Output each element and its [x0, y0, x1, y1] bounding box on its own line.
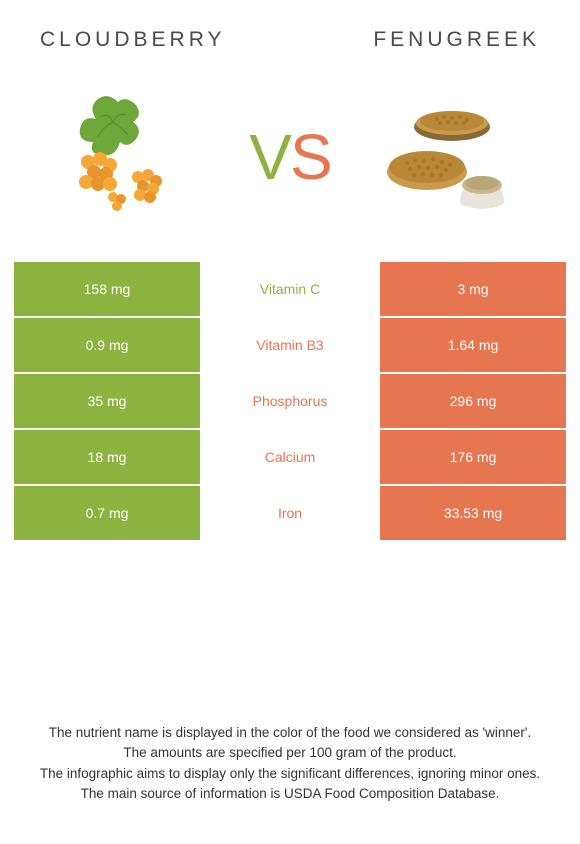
footer-line: The infographic aims to display only the…: [24, 764, 556, 784]
left-value: 0.9 mg: [14, 318, 200, 372]
footer-line: The amounts are specified per 100 gram o…: [24, 743, 556, 763]
nutrient-label: Phosphorus: [200, 374, 380, 428]
cloudberry-image: [53, 82, 203, 232]
nutrient-label: Vitamin C: [200, 262, 380, 316]
right-value: 3 mg: [380, 262, 566, 316]
vs-v: V: [249, 121, 290, 193]
nutrient-label: Iron: [200, 486, 380, 540]
nutrient-label: Vitamin B3: [200, 318, 380, 372]
footer-line: The nutrient name is displayed in the co…: [24, 723, 556, 743]
left-value: 158 mg: [14, 262, 200, 316]
header: Cloudberry Fenugreek: [0, 0, 580, 62]
vs-label: VS: [249, 120, 330, 194]
left-value: 35 mg: [14, 374, 200, 428]
right-value: 296 mg: [380, 374, 566, 428]
fenugreek-image: [377, 82, 527, 232]
table-row: 18 mg Calcium 176 mg: [14, 430, 566, 484]
vs-s: S: [290, 121, 331, 193]
table-row: 0.7 mg Iron 33.53 mg: [14, 486, 566, 540]
left-value: 18 mg: [14, 430, 200, 484]
nutrient-label: Calcium: [200, 430, 380, 484]
right-food-title: Fenugreek: [373, 28, 540, 52]
right-value: 176 mg: [380, 430, 566, 484]
table-row: 35 mg Phosphorus 296 mg: [14, 374, 566, 428]
images-row: VS: [0, 62, 580, 262]
table-row: 158 mg Vitamin C 3 mg: [14, 262, 566, 316]
table-row: 0.9 mg Vitamin B3 1.64 mg: [14, 318, 566, 372]
right-value: 33.53 mg: [380, 486, 566, 540]
left-food-title: Cloudberry: [40, 28, 225, 52]
right-value: 1.64 mg: [380, 318, 566, 372]
comparison-table: 158 mg Vitamin C 3 mg 0.9 mg Vitamin B3 …: [0, 262, 580, 540]
footer-notes: The nutrient name is displayed in the co…: [0, 723, 580, 804]
left-value: 0.7 mg: [14, 486, 200, 540]
footer-line: The main source of information is USDA F…: [24, 784, 556, 804]
